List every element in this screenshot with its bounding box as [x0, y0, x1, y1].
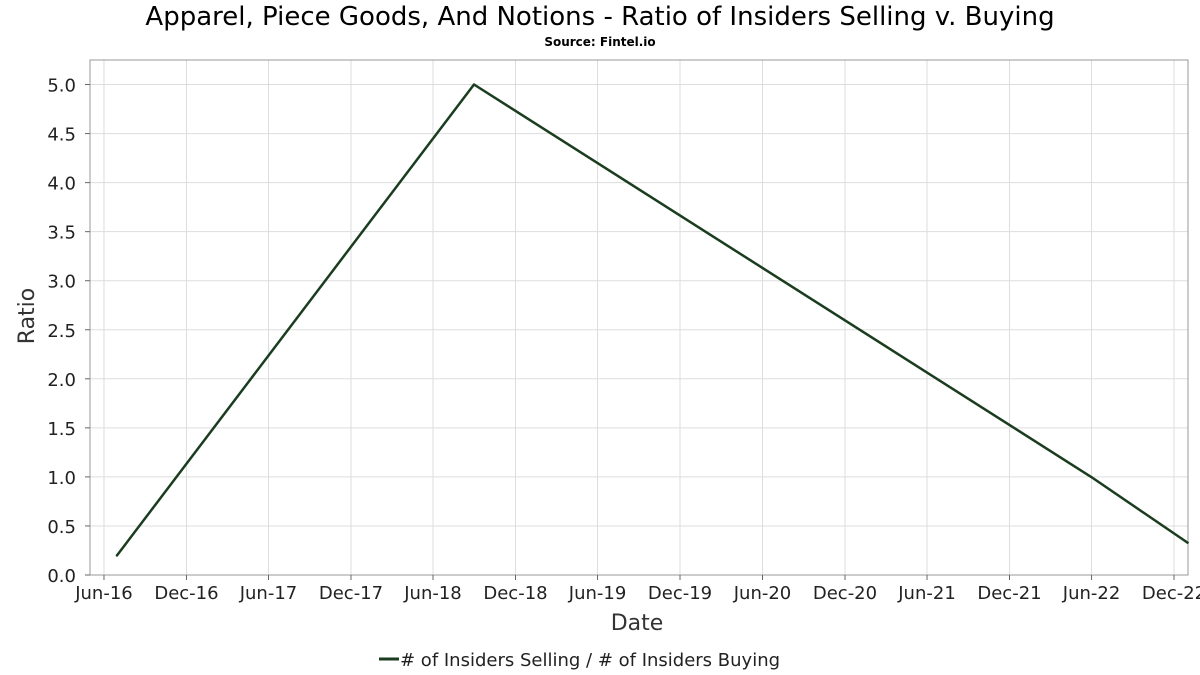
x-tick-label: Jun-16 — [74, 583, 133, 604]
grid-lines — [90, 60, 1188, 576]
chart-subtitle: Source: Fintel.io — [544, 35, 656, 49]
legend: # of Insiders Selling / # of Insiders Bu… — [379, 650, 780, 671]
y-axis: 0.0 0.5 1.0 1.5 2.0 2.5 3.0 3.5 4.0 4.5 5.0 — [47, 76, 90, 587]
y-axis-title: Ratio — [15, 288, 40, 344]
data-point — [1186, 541, 1189, 544]
series-line — [115, 83, 1189, 557]
x-axis: Jun-16 Dec-16 Jun-17 Dec-17 Jun-18 Dec-18 Jun-… — [74, 575, 1200, 604]
x-tick-label: Jun-18 — [403, 583, 462, 604]
y-tick-label: 0.5 — [47, 517, 76, 538]
x-tick-label: Dec-17 — [319, 583, 383, 604]
y-tick-label: 1.0 — [47, 468, 76, 489]
x-tick-label: Jun-19 — [568, 583, 627, 604]
y-tick-label: 4.5 — [47, 125, 76, 146]
y-tick-label: 1.5 — [47, 419, 76, 440]
y-tick-label: 3.5 — [47, 223, 76, 244]
x-tick-label: Dec-21 — [977, 583, 1041, 604]
x-tick-label: Dec-22 — [1142, 583, 1200, 604]
legend-label: # of Insiders Selling / # of Insiders Bu… — [400, 650, 780, 671]
x-tick-label: Dec-16 — [154, 583, 218, 604]
data-point — [1089, 475, 1093, 479]
y-tick-label: 2.0 — [47, 370, 76, 391]
x-tick-label: Dec-18 — [483, 583, 547, 604]
data-point — [472, 83, 476, 86]
y-tick-label: 0.0 — [47, 566, 76, 587]
y-tick-label: 5.0 — [47, 76, 76, 97]
y-tick-label: 2.5 — [47, 321, 76, 342]
x-tick-label: Dec-20 — [813, 583, 877, 604]
x-tick-label: Jun-21 — [897, 583, 956, 604]
x-tick-label: Dec-19 — [648, 583, 712, 604]
x-tick-label: Jun-20 — [733, 583, 792, 604]
x-tick-label: Jun-22 — [1062, 583, 1121, 604]
data-point — [115, 554, 119, 557]
x-axis-title: Date — [611, 611, 664, 636]
chart-title: Apparel, Piece Goods, And Notions - Rati… — [145, 2, 1055, 32]
plot-area — [89, 59, 1189, 576]
x-tick-label: Jun-17 — [239, 583, 298, 604]
y-tick-label: 3.0 — [47, 272, 76, 293]
series-layer — [115, 83, 1189, 557]
y-tick-label: 4.0 — [47, 174, 76, 195]
